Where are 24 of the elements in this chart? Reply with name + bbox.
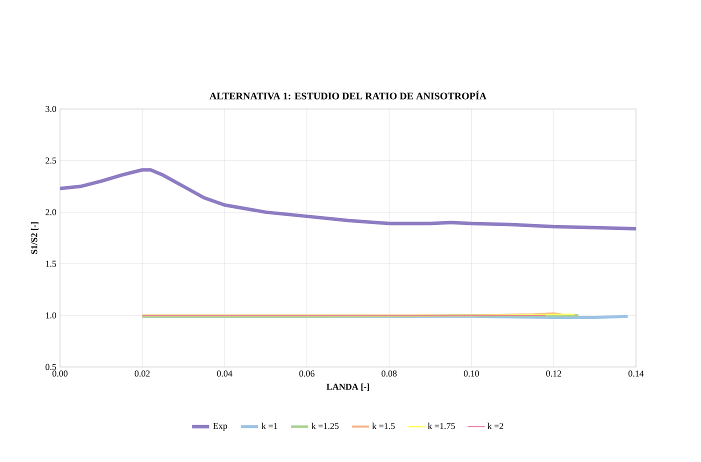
y-tick-label: 2.5 [46,158,56,164]
x-tick-label: 0.08 [382,370,397,377]
y-tick-label: 2.0 [46,209,56,216]
legend-label: k =2 [487,422,504,430]
legend-label: k =1.25 [312,422,339,430]
x-tick-label: 0.06 [299,370,314,377]
x-tick-label: 0.02 [134,370,150,377]
legend-label: k =1.75 [428,422,455,430]
chart-title: ALTERNATIVA 1: ESTUDIO DEL RATIO DE ANISOTROPÍA [210,90,486,100]
y-tick-label: 3.0 [46,106,56,112]
x-tick-label: 0.00 [52,370,68,377]
y-tick-label: 0.5 [46,364,56,370]
x-tick-label: 0.12 [546,370,562,377]
y-tick-label: 1.5 [46,260,56,267]
legend-label: Exp [213,422,228,431]
y-tick-label: 1.0 [46,312,56,318]
legend-label: k =1.5 [372,422,395,430]
legend-label: k =1 [262,422,278,430]
x-tick-label: 0.10 [464,370,479,377]
x-axis-title: LANDA [-] [326,384,369,391]
x-tick-label: 0.04 [217,370,232,377]
line-series [60,168,636,230]
x-tick-label: 0.14 [628,370,644,377]
y-axis-title: S1/S2 [-] [30,222,38,254]
